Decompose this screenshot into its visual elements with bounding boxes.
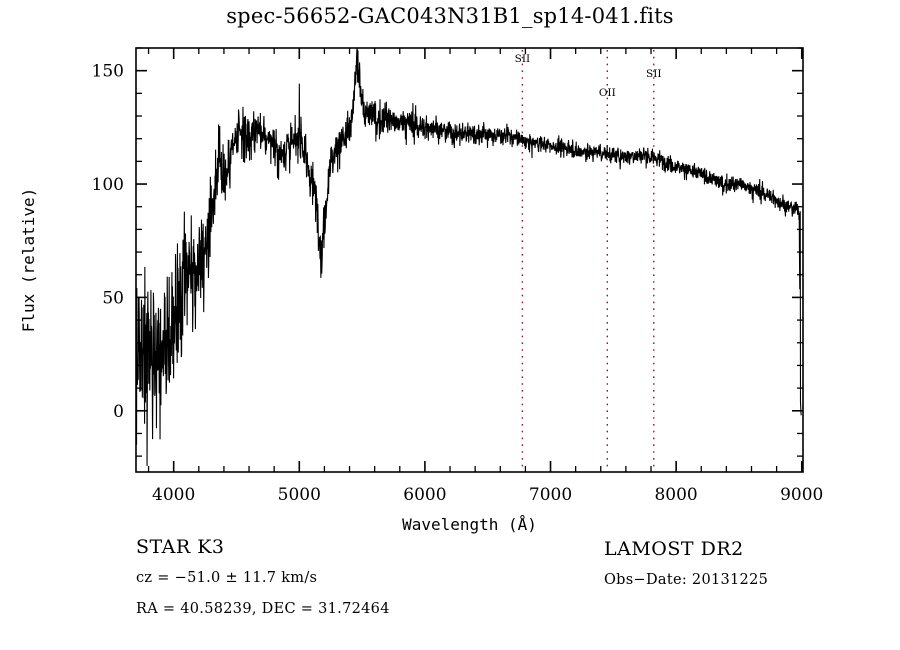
x-tick-label: 8000 [654,485,697,505]
y-axis-title: Flux (relative) [19,188,38,333]
x-tick-label: 4000 [152,485,195,505]
spectrum-trace [136,48,802,467]
observation-date-label: Obs−Date: 20131225 [604,572,769,588]
x-tick-label: 6000 [403,485,446,505]
coordinates-label: RA = 40.58239, DEC = 31.72464 [136,601,390,617]
line-marker-label-sii: SII [515,53,531,65]
y-tick-label: 100 [92,175,124,195]
y-tick-label: 50 [102,288,124,308]
x-tick-label: 7000 [529,485,572,505]
line-marker-label-oii: OII [599,87,616,99]
plot-frame [135,47,804,473]
page-title: spec-56652-GAC043N31B1_sp14-041.fits [226,4,674,28]
y-tick-label: 0 [113,402,124,422]
object-type-label: STAR K3 [136,536,225,558]
survey-label: LAMOST DR2 [604,538,744,560]
radial-velocity-label: cz = −51.0 ± 11.7 km/s [136,570,318,586]
y-tick-label: 150 [92,62,124,82]
x-tick-label: 5000 [278,485,321,505]
line-marker-label-sii: SII [646,68,662,80]
x-tick-label: 9000 [780,485,823,505]
x-axis-title: Wavelength (Å) [402,515,537,534]
